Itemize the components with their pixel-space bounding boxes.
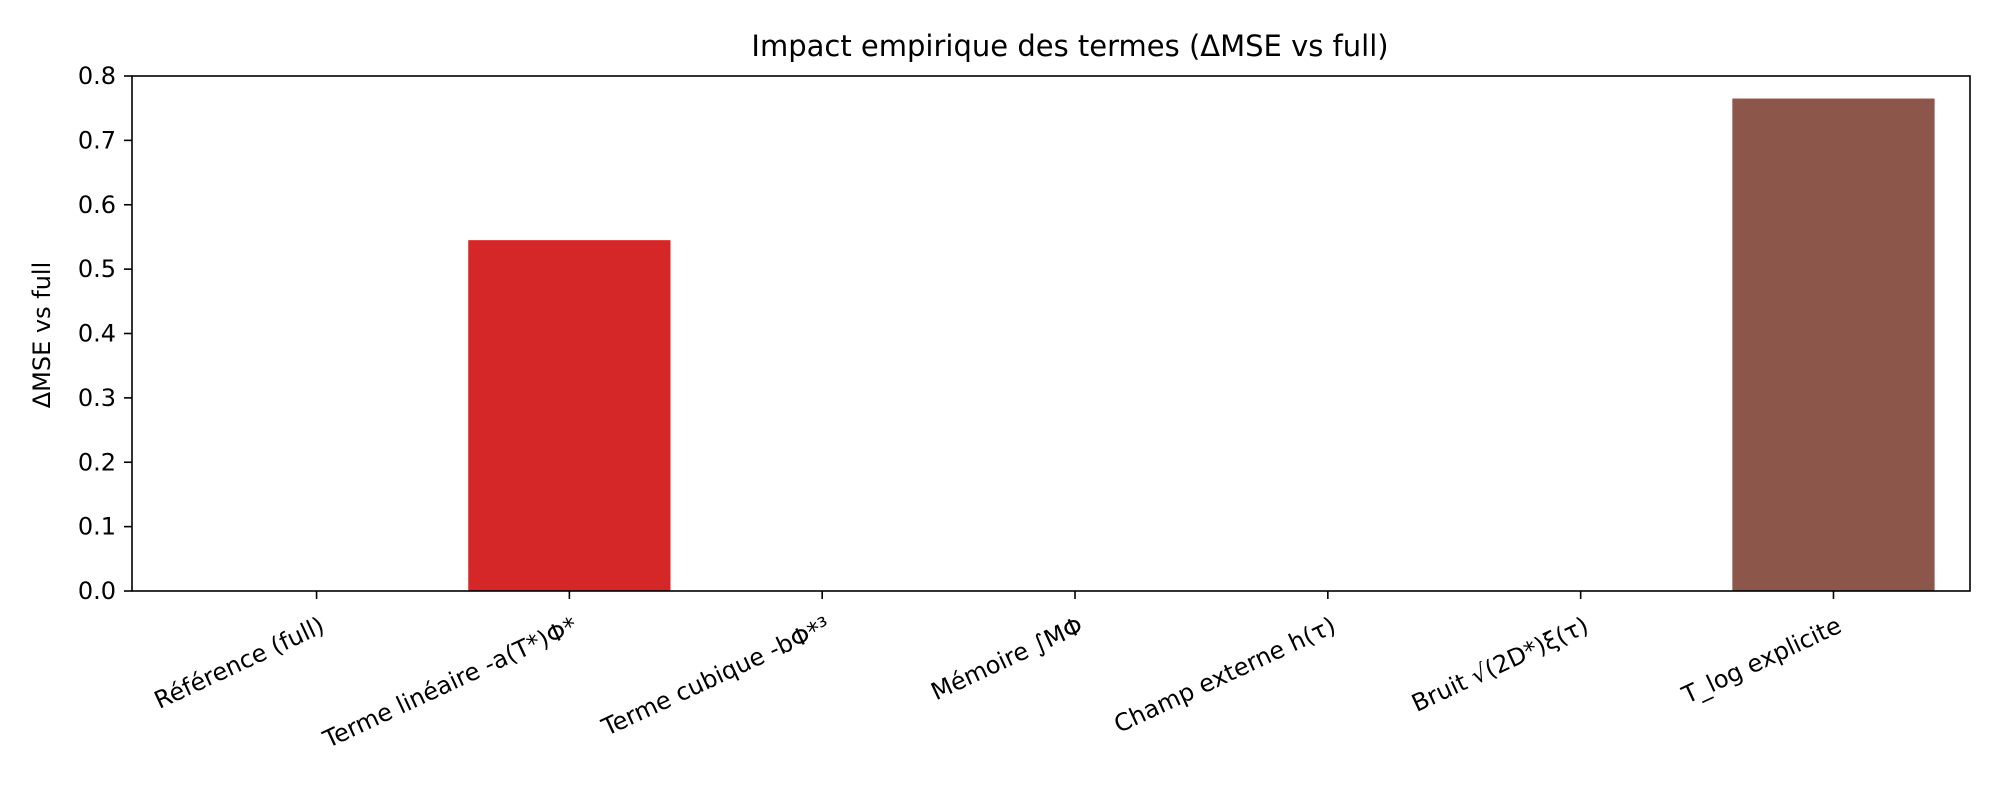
x-tick-label-2: Terme cubique -bΦ*³ [597, 611, 835, 742]
bar-1 [468, 240, 671, 591]
y-tick-label-1: 0.1 [78, 513, 116, 541]
y-tick-label-6: 0.6 [78, 191, 116, 219]
x-tick-label-3: Mémoire ∫MΦ [927, 611, 1088, 706]
x-tick-label-4: Champ externe h(τ) [1110, 611, 1340, 738]
x-tick-label-0: Référence (full) [150, 611, 329, 714]
y-tick-label-0: 0.0 [78, 577, 116, 605]
x-tick-label-1: Terme linéaire -a(T*)Φ* [318, 611, 581, 754]
chart-title: Impact empirique des termes (ΔMSE vs ful… [751, 29, 1388, 63]
x-axis: Référence (full)Terme linéaire -a(T*)Φ* T… [150, 591, 1846, 754]
x-tick-label-6: T_log explicite [1677, 611, 1846, 710]
y-tick-label-4: 0.4 [78, 320, 116, 348]
plot-frame [131, 75, 1971, 592]
y-tick-label-5: 0.5 [78, 255, 116, 283]
bars-layer [468, 98, 1935, 591]
bar-6 [1732, 98, 1935, 591]
y-tick-label-8: 0.8 [78, 62, 116, 90]
y-tick-label-3: 0.3 [78, 384, 116, 412]
y-axis-label: ΔMSE vs full [28, 262, 56, 408]
y-tick-label-7: 0.7 [78, 126, 116, 154]
y-axis: 0.0 0.1 0.2 0.3 0.4 0.5 0.6 0.7 0.8 [78, 62, 132, 605]
x-tick-label-5: Bruit √(2D*)ξ(τ) [1407, 611, 1592, 717]
y-tick-label-2: 0.2 [78, 448, 116, 476]
